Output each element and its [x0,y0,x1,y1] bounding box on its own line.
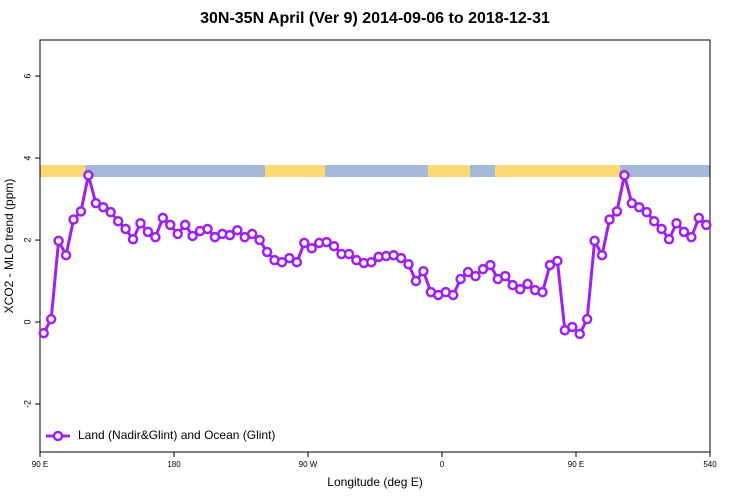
data-point [455,273,466,285]
plot-frame [39,39,711,453]
data-point [284,252,295,264]
data-point [299,237,310,249]
data-point [45,313,57,325]
y-tick-label: 0 [22,320,32,325]
data-point [470,270,481,282]
data-point [232,224,243,236]
data-point [410,275,422,287]
data-point [477,263,489,275]
data-point [276,256,288,268]
data-point [678,226,690,238]
x-axis-label: Longitude (deg E) [327,475,422,489]
data-point [328,240,340,252]
data-point [544,259,556,271]
data-point [701,219,712,231]
data-point [641,206,652,218]
data-point [574,328,585,340]
data-point [366,256,377,268]
legend-marker [52,430,64,442]
data-point [619,170,630,181]
data-point [142,226,154,238]
data-point [53,235,64,247]
data-point [395,252,407,264]
data-point [343,248,355,260]
y-axis-label: XCO2 - MLO trend (ppm) [2,179,16,314]
x-tick-label: 0 [440,460,445,469]
data-point [165,219,176,231]
data-point [648,215,660,227]
data-point [75,206,87,217]
data-point [112,215,124,227]
data-point [626,197,638,209]
data-point [172,228,183,240]
data-point [663,233,675,245]
data-point [537,286,548,298]
data-point [403,258,414,270]
x-tick-label: 90 E [32,460,48,469]
x-tick-label: 540 [703,460,717,469]
land-ocean-band [40,165,710,177]
x-tick-label: 180 [167,460,181,469]
data-point [135,217,146,229]
data-point [179,219,191,231]
data-point [418,265,429,277]
data-point [596,249,608,261]
data-point [224,229,236,241]
data-point [90,197,102,209]
data-point [686,231,697,243]
data-point [187,230,198,242]
data-point [604,214,615,225]
data-point [38,327,49,339]
data-point [462,266,474,278]
data-point [60,249,72,261]
data-point [306,243,317,254]
data-point [120,223,131,235]
chart-title: 30N-35N April (Ver 9) 2014-09-06 to 2018… [200,10,550,27]
x-tick-label: 90 W [299,460,318,469]
legend-label: Land (Nadir&Glint) and Ocean (Glint) [78,428,275,442]
data-point [83,170,94,181]
data-point [552,255,563,267]
y-tick-label: 2 [22,238,32,243]
data-point [321,236,332,248]
data-point [291,256,303,268]
data-point [150,231,161,243]
data-point [507,279,518,291]
y-tick-label: 4 [22,156,32,161]
data-point [634,202,645,213]
data-point [671,217,682,229]
data-point [127,233,139,245]
data-point [261,246,273,258]
data-point [514,283,526,295]
y-tick-label: -2 [22,400,32,408]
data-point [611,206,623,217]
data-point [202,223,213,235]
data-point [581,313,593,325]
data-point [522,278,533,290]
data-point [567,321,578,333]
data-point [246,228,258,240]
data-point [693,212,705,224]
data-point [485,259,496,271]
data-point [656,223,667,235]
data-point [68,214,79,225]
data-point [447,289,459,301]
data-point [589,235,600,247]
x-tick-label: 90 E [568,460,584,469]
y-tick-label: 6 [22,74,32,79]
data-point [500,270,511,282]
data-point [157,212,169,224]
data-point [98,202,109,213]
data-point [254,234,265,246]
data-point [105,206,116,218]
